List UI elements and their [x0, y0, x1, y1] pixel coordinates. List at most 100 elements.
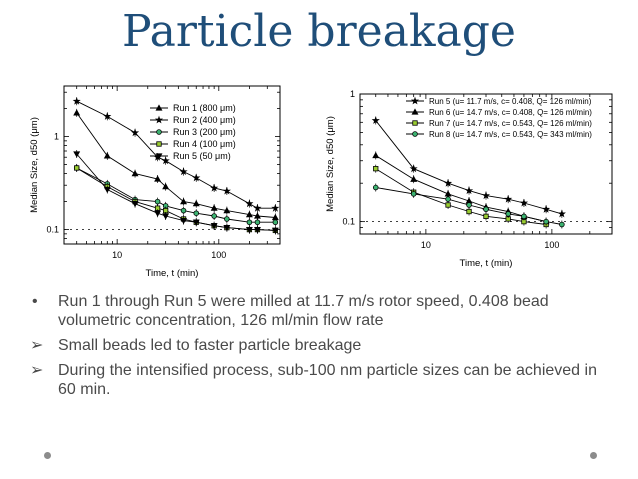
data-point: [372, 184, 379, 191]
decorative-dot: [44, 452, 51, 459]
data-point: [131, 169, 139, 177]
decorative-dot: [590, 452, 597, 459]
bullet-list: • Run 1 through Run 5 were milled at 11.…: [28, 292, 613, 405]
data-point: [73, 109, 81, 116]
data-point: [371, 116, 380, 124]
data-point: [154, 198, 161, 205]
legend-marker: [410, 96, 420, 105]
legend-label: Run 5 (50 μm): [173, 151, 231, 161]
data-point: [245, 210, 253, 218]
data-point: [521, 213, 527, 220]
data-point: [466, 202, 472, 208]
legend-marker: [156, 129, 162, 135]
data-point: [466, 208, 472, 215]
data-point: [180, 207, 187, 214]
data-point: [445, 196, 451, 202]
data-point: [481, 191, 491, 200]
data-point: [373, 166, 379, 172]
data-point: [72, 96, 81, 105]
legend-marker: [154, 115, 164, 124]
data-point: [192, 200, 200, 207]
data-point: [253, 226, 261, 234]
data-point: [245, 199, 254, 208]
data-point: [192, 219, 200, 226]
y-axis-label: Median Size, d50 (μm): [325, 116, 336, 212]
data-point: [271, 227, 279, 235]
data-point: [130, 128, 140, 137]
arrow-bullet-icon: ➢: [30, 362, 44, 379]
data-point: [254, 219, 261, 226]
legend-marker: [156, 141, 162, 147]
x-axis-label: Time, t (min): [146, 268, 199, 279]
data-point: [211, 213, 217, 219]
legend-marker: [412, 131, 418, 137]
data-point: [542, 205, 551, 213]
data-point: [483, 206, 489, 213]
chart-run1-5: 10 100 0.1 1 Time, t (min) Median Size, d50 (…: [29, 85, 281, 279]
data-point: [154, 210, 162, 217]
y-tick-label: 0.1: [342, 217, 355, 227]
bullet-item: • Run 1 through Run 5 were milled at 11.…: [28, 292, 613, 330]
data-point: [162, 182, 170, 190]
legend-label: Run 3 (200 μm): [173, 127, 236, 137]
data-point: [443, 178, 453, 187]
x-tick-label: 100: [544, 240, 559, 250]
data-point: [504, 194, 513, 203]
data-point: [210, 204, 218, 211]
series-line: [76, 153, 276, 231]
x-tick-label: 10: [112, 250, 122, 260]
data-point: [73, 151, 81, 158]
legend-label: Run 2 (400 μm): [173, 115, 236, 125]
y-tick-label: 1: [350, 89, 355, 99]
data-point: [210, 223, 218, 230]
data-point: [179, 167, 188, 176]
data-point: [161, 156, 170, 165]
data-point: [245, 226, 253, 234]
legend-label: Run 7 (u= 14.7 m/s, c= 0.543, Q= 126 ml/…: [429, 119, 592, 128]
data-point: [193, 210, 200, 216]
legend-label: Run 6 (u= 14.7 m/s, c= 0.408, Q= 126 ml/…: [429, 108, 592, 117]
data-point: [192, 173, 201, 182]
legend-label: Run 5 (u= 11.7 m/s, c= 0.408, Q= 126 ml/…: [429, 97, 592, 106]
data-point: [372, 151, 380, 159]
legend-marker: [155, 153, 163, 160]
y-axis-label: Median Size, d50 (μm): [29, 117, 40, 213]
data-point: [519, 198, 529, 207]
legend-label: Run 8 (u= 14.7 m/s, c= 0.543, Q= 343 ml/…: [429, 130, 592, 139]
series-line: [76, 167, 276, 231]
bullet-item: ➢ During the intensified process, sub-10…: [28, 361, 613, 399]
chart-run5-8: 10 100 0.1 1 Time, t (min) Median Size, d50 (…: [325, 89, 613, 269]
data-point: [154, 175, 162, 182]
arrow-bullet-icon: ➢: [30, 337, 44, 354]
data-point: [543, 218, 549, 225]
x-tick-label: 100: [211, 250, 226, 260]
slide-title: Particle breakage: [122, 6, 516, 57]
bullet-text: During the intensified process, sub-100 …: [58, 362, 597, 398]
legend-marker: [411, 108, 419, 115]
data-point: [559, 221, 565, 228]
legend-marker: [412, 120, 418, 126]
data-point: [210, 183, 219, 192]
data-point: [557, 209, 566, 218]
data-point: [223, 206, 231, 214]
data-point: [74, 165, 80, 171]
data-point: [272, 219, 279, 226]
x-axis-label: Time, t (min): [460, 258, 513, 269]
legend-marker: [155, 104, 163, 111]
y-tick-label: 1: [54, 132, 59, 142]
data-point: [409, 164, 418, 173]
data-point: [223, 224, 231, 232]
legend-label: Run 1 (800 μm): [173, 103, 236, 113]
data-point: [464, 186, 474, 195]
data-point: [224, 216, 230, 222]
bullet-text: Run 1 through Run 5 were milled at 11.7 …: [58, 293, 549, 329]
data-point: [505, 211, 511, 217]
data-point: [410, 175, 418, 182]
y-tick-label: 0.1: [46, 225, 59, 235]
data-point: [180, 197, 188, 205]
bullet-text: Small beads led to faster particle break…: [58, 337, 362, 354]
data-point: [445, 202, 451, 208]
data-point: [131, 201, 139, 208]
series-line: [375, 155, 547, 223]
plot-frame: [63, 85, 281, 245]
